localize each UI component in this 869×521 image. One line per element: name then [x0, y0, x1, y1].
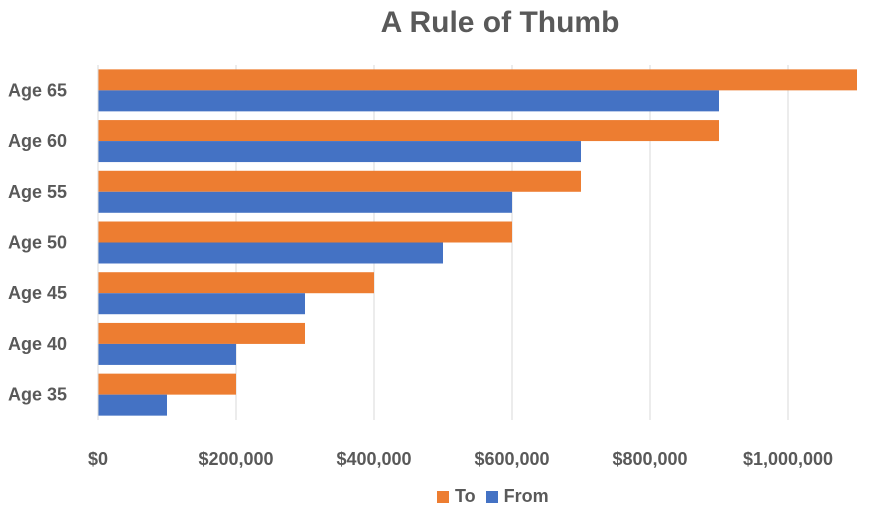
bar-to-age-35	[98, 373, 236, 395]
bar-from-age-55	[98, 191, 512, 213]
bar-chart: Age 35 Age 40 Age 45 Age 50 Age 55 Age 60 Age …	[8, 65, 857, 469]
chart-title: A Rule of Thumb	[380, 6, 620, 39]
bar-to-age-40	[98, 322, 305, 344]
category-label: Age 45	[8, 283, 67, 303]
bar-to-age-45	[98, 272, 374, 294]
category-label: Age 55	[8, 182, 67, 202]
legend-label-to: To	[455, 486, 476, 506]
bar-from-age-60	[98, 141, 581, 163]
bar-from-age-40	[98, 343, 236, 365]
legend-label-from: From	[503, 486, 549, 506]
x-tick-label: $1,000,000	[743, 449, 833, 469]
bar-to-age-60	[98, 120, 719, 142]
bar-to-age-50	[98, 221, 512, 243]
bar-from-age-35	[98, 394, 167, 416]
category-label: Age 50	[8, 233, 67, 253]
bar-from-age-50	[98, 242, 443, 264]
legend-item-to: To	[437, 486, 476, 507]
x-tick-label: $200,000	[198, 449, 273, 469]
bar-from-age-65	[98, 90, 719, 112]
legend-swatch-from	[485, 490, 498, 503]
category-label: Age 40	[8, 334, 67, 354]
x-tick-label: $400,000	[336, 449, 411, 469]
legend-swatch-to	[437, 490, 449, 503]
bar-to-age-55	[98, 170, 581, 192]
legend-item-from: From	[485, 486, 549, 507]
category-label: Age 60	[8, 131, 67, 151]
x-tick-label: $800,000	[612, 449, 687, 469]
category-label: Age 35	[8, 385, 67, 405]
x-tick-label: $600,000	[474, 449, 549, 469]
category-label: Age 65	[8, 80, 67, 100]
bar-from-age-45	[98, 293, 305, 315]
legend: To From	[437, 486, 559, 507]
x-tick-label: $0	[88, 449, 108, 469]
bar-to-age-65	[98, 69, 857, 91]
